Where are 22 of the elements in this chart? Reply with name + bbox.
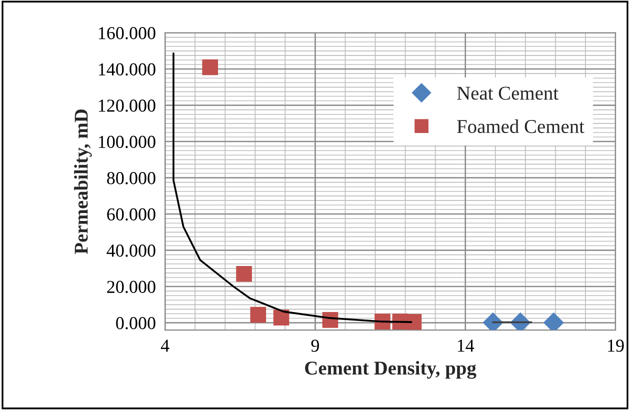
y-tick-label: 60.000 <box>107 208 156 221</box>
y-axis-title: Permeability, mD <box>74 109 92 254</box>
x-tick-label: 4 <box>160 340 170 352</box>
y-tick-label: 140.000 <box>98 63 156 76</box>
x-tick-label: 19 <box>608 340 624 352</box>
x-tick-label: 14 <box>458 340 474 352</box>
point <box>273 310 290 326</box>
x-axis-title: Cement Density, ppg <box>305 361 476 379</box>
y-tick-label: 160.000 <box>98 27 156 40</box>
y-tick-label: 100.000 <box>98 136 156 148</box>
x-tick-label: 9 <box>311 340 319 352</box>
legend-label: Foamed Cement <box>457 119 584 134</box>
point <box>236 266 252 282</box>
y-tick-label: 40.000 <box>106 244 156 257</box>
y-tick-label: 0.000 <box>116 317 156 330</box>
point <box>250 306 266 323</box>
y-tick-label: 80.000 <box>107 172 156 184</box>
point <box>406 314 422 330</box>
y-tick-label: 20.000 <box>107 280 156 294</box>
legend-label: Neat Cement <box>457 86 558 100</box>
y-tick-label: 120.000 <box>98 100 156 112</box>
point <box>202 59 218 76</box>
